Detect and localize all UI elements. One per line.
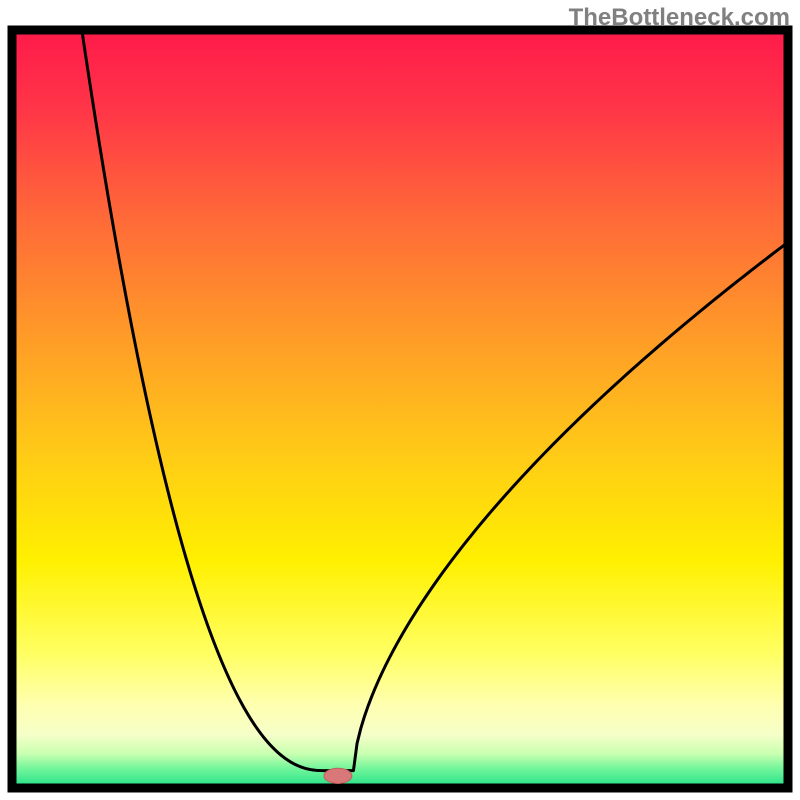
plot-background <box>12 30 788 788</box>
valley-marker <box>324 768 352 783</box>
watermark-text: TheBottleneck.com <box>569 4 790 32</box>
bottleneck-chart <box>0 0 800 800</box>
chart-container: TheBottleneck.com <box>0 0 800 800</box>
